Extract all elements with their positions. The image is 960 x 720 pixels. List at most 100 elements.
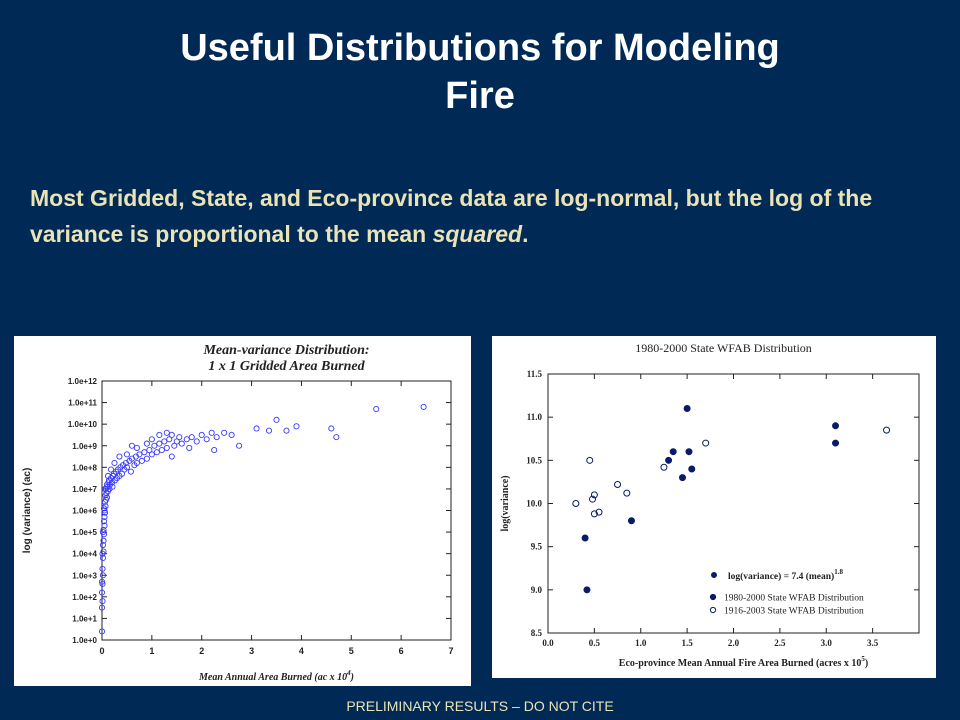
body-text-main: Most Gridded, State, and Eco-province da… [30, 185, 873, 247]
y-tick-label: 1.0e+10 [68, 420, 98, 429]
data-point [111, 459, 118, 467]
data-point-1980-2000 [583, 586, 591, 594]
data-point [123, 451, 130, 458]
x-tick-label: 3 [249, 646, 254, 656]
data-point [228, 431, 235, 439]
data-point [328, 425, 335, 432]
state-wfab-chart: 1980-2000 State WFAB Distribution 8.5 9.0 9… [500, 341, 920, 669]
x-tick-label: 0 [99, 646, 104, 656]
slide-title-line-1: Useful Distributions for Modeling [180, 27, 780, 69]
y-tick-label: 10.5 [526, 455, 542, 465]
legend-label: 1916-2003 State WFAB Distribution [724, 607, 864, 617]
data-point-1916-2003 [590, 491, 598, 499]
data-point-1980-2000 [832, 422, 840, 430]
y-axis-label: log (variance) (ac) [22, 468, 33, 554]
x-axis-label: Eco-province Mean Annual Fire Area Burne… [619, 655, 868, 669]
y-tick-label: 1.0e+7 [72, 485, 97, 494]
data-point [163, 444, 170, 451]
data-point [163, 429, 170, 436]
data-point-1916-2003 [623, 489, 631, 497]
data-point-1980-2000 [669, 448, 677, 456]
legend-marker [709, 593, 717, 601]
gridded-chart-panel: Mean-variance Distribution: 1 x 1 Gridded… [14, 336, 471, 686]
data-point [143, 440, 150, 447]
data-point-1916-2003 [589, 495, 597, 503]
y-tick-label: 9.5 [531, 542, 543, 552]
data-point [136, 451, 143, 458]
y-tick-label: 1.0e+6 [72, 507, 97, 516]
y-tick-label: 11.0 [527, 412, 543, 422]
chart-legend: 1980-2000 State WFAB Distribution 1916-20… [709, 593, 864, 617]
data-point [188, 434, 195, 441]
data-point [156, 431, 163, 439]
data-point [101, 513, 108, 521]
x-axis-label: Mean Annual Area Burned (ac x 104) [198, 669, 354, 683]
data-point [101, 522, 108, 529]
data-point [283, 427, 290, 434]
y-tick-label: 1.0e+9 [72, 442, 97, 451]
data-point [104, 472, 112, 480]
data-point [138, 457, 145, 464]
data-point [176, 434, 183, 441]
data-point-1980-2000 [685, 448, 693, 456]
data-point [208, 429, 215, 436]
data-point [253, 425, 260, 432]
data-point [168, 453, 175, 460]
slide-body-text: Most Gridded, State, and Eco-province da… [30, 180, 910, 252]
footer-disclaimer: PRELIMINARY RESULTS – DO NOT CITE [346, 698, 614, 714]
x-tick-label: 6 [399, 646, 404, 656]
y-tick-label: 1.0e+11 [68, 399, 97, 408]
regression-annotation: log(variance) = 7.4 (mean)1.8 [728, 568, 843, 582]
data-point-1980-2000 [581, 534, 589, 542]
data-point [98, 589, 106, 596]
data-point-1980-2000 [665, 456, 673, 464]
data-point [109, 483, 116, 490]
data-point [99, 572, 107, 579]
data-point [107, 466, 115, 473]
data-point [273, 416, 280, 423]
data-point [98, 628, 106, 635]
y-tick-label: 1.0e+12 [68, 377, 98, 386]
data-point [99, 541, 107, 549]
y-tick-label: 1.0e+3 [72, 571, 97, 580]
data-point [101, 485, 109, 492]
data-point [133, 444, 140, 451]
y-tick-label: 8.5 [531, 628, 543, 638]
data-point [100, 518, 108, 525]
y-tick-label: 1.0e+1 [72, 614, 97, 623]
y-tick-label: 1.0e+5 [72, 528, 97, 537]
gridded-mean-variance-chart: Mean-variance Distribution:1 x 1 Gridded… [22, 343, 454, 683]
data-point [99, 550, 106, 557]
y-tick-label: 9.0 [531, 585, 543, 595]
data-point [151, 442, 158, 449]
y-tick-label: 1.0e+4 [72, 550, 97, 559]
annotation-marker [711, 572, 717, 578]
x-tick-label: 5 [349, 646, 354, 656]
data-point [128, 442, 135, 449]
data-point-1916-2003 [660, 463, 668, 471]
data-point-1916-2003 [572, 500, 580, 507]
x-tick-label: 3.0 [821, 638, 833, 648]
data-point [99, 565, 106, 572]
x-tick-label: 0.0 [542, 638, 554, 648]
chart-title: 1980-2000 State WFAB Distribution [635, 341, 812, 355]
y-tick-label: 11.5 [527, 369, 543, 379]
x-tick-label: 1.5 [682, 638, 694, 648]
data-point-1980-2000 [683, 405, 691, 413]
data-point [161, 438, 168, 445]
x-tick-label: 2 [199, 646, 204, 656]
data-point [100, 505, 108, 512]
state-wfab-chart-panel: 1980-2000 State WFAB Distribution 8.5 9.0 9… [492, 336, 936, 678]
data-point [156, 440, 163, 447]
x-tick-label: 1.0 [635, 638, 647, 648]
data-point [98, 578, 106, 585]
plot-frame [101, 380, 452, 641]
data-point [148, 451, 155, 458]
data-point [148, 436, 155, 443]
data-point [123, 464, 130, 471]
x-tick-label: 2.0 [728, 638, 740, 648]
x-tick-label: 7 [448, 646, 453, 656]
data-point [98, 604, 106, 611]
x-tick-label: 4 [299, 646, 304, 656]
data-point [420, 403, 427, 410]
